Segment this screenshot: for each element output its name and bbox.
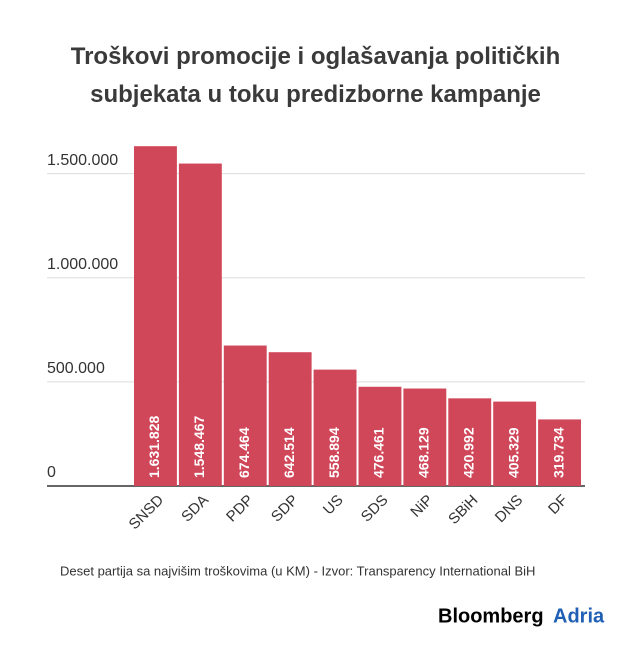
y-tick-label: 1.000.000 xyxy=(47,256,118,273)
value-label: 1.631.828 xyxy=(146,416,162,478)
bar xyxy=(493,401,537,486)
value-label: 420.992 xyxy=(460,427,476,478)
bar xyxy=(358,386,402,486)
x-tick-label: SDS xyxy=(358,492,392,526)
y-tick-label: 500.000 xyxy=(47,360,105,377)
x-tick-label: SBiH xyxy=(445,492,481,528)
value-label: 405.329 xyxy=(505,427,521,478)
bar xyxy=(538,419,581,486)
bar xyxy=(403,388,447,486)
bar xyxy=(313,369,357,486)
value-label: 674.464 xyxy=(236,427,252,478)
bar xyxy=(223,345,267,486)
x-tick-label: PDP xyxy=(223,492,257,526)
x-tick-label: DF xyxy=(545,492,571,518)
x-tick-label: DNS xyxy=(492,492,526,526)
value-label: 642.514 xyxy=(281,427,297,478)
brand-name: Bloomberg xyxy=(438,605,544,627)
y-tick-label: 1.500.000 xyxy=(47,152,118,169)
value-label: 558.894 xyxy=(326,427,342,478)
brand-suffix: Adria xyxy=(553,605,605,627)
value-label: 468.129 xyxy=(416,427,432,478)
bar xyxy=(134,146,177,487)
x-tick-label: SNSD xyxy=(126,492,168,534)
x-tick-label: SDA xyxy=(178,492,212,526)
x-tick-label: US xyxy=(320,492,347,519)
chart-title: Troškovi promocije i oglašavanja politič… xyxy=(70,43,561,108)
y-tick-label: 0 xyxy=(47,464,56,481)
bar xyxy=(448,398,492,486)
chart-note: Deset partija sa najvišim troškovima (u … xyxy=(60,563,535,578)
value-label: 476.461 xyxy=(371,427,387,478)
value-label: 319.734 xyxy=(550,427,566,478)
x-tick-label: NiP xyxy=(407,492,436,521)
bar xyxy=(178,163,222,487)
bar xyxy=(268,352,312,486)
value-label: 1.548.467 xyxy=(191,416,207,478)
x-tick-label: SDP xyxy=(268,492,302,526)
